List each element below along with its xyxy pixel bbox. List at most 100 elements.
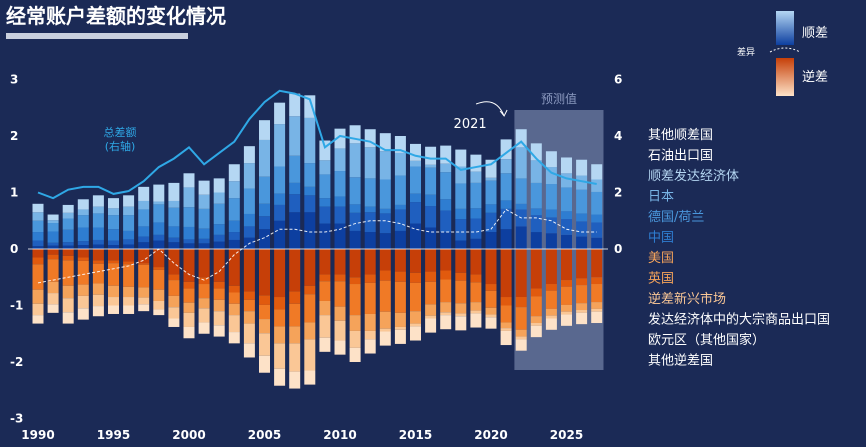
bar-pos-2-2016 — [425, 194, 437, 207]
bar-pos-0-2001 — [198, 243, 210, 249]
x-tick-2015: 2015 — [399, 428, 432, 442]
bar-neg-3-2001 — [198, 298, 210, 309]
bar-neg-4-2001 — [198, 308, 210, 323]
bar-pos-2-2010 — [334, 196, 346, 207]
bar-pos-2-2024 — [545, 209, 557, 218]
bar-neg-0-1997 — [138, 249, 150, 264]
legend-item-8: 逆差新兴市场 — [648, 291, 726, 307]
bar-neg-0-2004 — [243, 249, 255, 292]
bar-neg-5-1997 — [138, 304, 150, 312]
bar-neg-1-2002 — [213, 281, 225, 289]
bar-pos-1-2018 — [455, 219, 467, 241]
bar-pos-5-2006 — [274, 102, 286, 125]
bar-pos-1-2001 — [198, 238, 210, 244]
bar-neg-3-2025 — [561, 304, 572, 312]
bar-pos-3-2015 — [410, 166, 421, 194]
bar-pos-3-2010 — [334, 171, 346, 197]
bar-neg-1-2019 — [470, 274, 482, 283]
bar-pos-2-1997 — [138, 226, 150, 237]
bar-neg-0-2001 — [198, 249, 210, 278]
bar-neg-0-1995 — [108, 249, 119, 261]
bar-pos-4-2012 — [364, 147, 376, 179]
bar-pos-0-2012 — [364, 232, 376, 249]
bar-neg-3-1993 — [77, 284, 89, 296]
bar-pos-4-1992 — [62, 212, 74, 219]
bar-pos-1-1994 — [92, 239, 104, 245]
bar-neg-0-2016 — [425, 249, 437, 272]
bar-pos-2-2017 — [440, 199, 452, 211]
bar-pos-2-2014 — [394, 204, 406, 210]
bar-pos-2-2020 — [485, 204, 497, 213]
bar-pos-2-2022 — [515, 203, 527, 210]
bar-neg-5-1995 — [108, 305, 119, 314]
bar-pos-5-2014 — [394, 136, 406, 153]
bar-neg-1-2016 — [425, 271, 437, 282]
bar-neg-1-2011 — [349, 277, 361, 285]
x-tick-2010: 2010 — [323, 428, 356, 442]
bar-pos-2-2004 — [243, 213, 255, 227]
bar-neg-5-2010 — [334, 340, 346, 355]
legend-deficit-label: 逆差 — [802, 69, 828, 85]
bar-pos-4-2020 — [485, 177, 497, 181]
bar-pos-3-2013 — [379, 179, 391, 209]
bar-neg-3-2017 — [440, 302, 452, 313]
bar-neg-2-2013 — [379, 280, 391, 312]
bar-pos-1-2017 — [440, 210, 452, 233]
bar-neg-0-2023 — [530, 249, 542, 289]
bar-pos-2-2012 — [364, 206, 376, 213]
bar-pos-5-2007 — [289, 93, 301, 117]
bar-neg-1-2003 — [228, 285, 240, 293]
bar-neg-1-2022 — [515, 297, 527, 308]
bar-pos-0-2025 — [561, 234, 572, 249]
bar-neg-4-1991 — [47, 293, 59, 305]
bar-neg-0-2022 — [515, 249, 527, 298]
bar-pos-4-2017 — [440, 163, 452, 173]
bar-neg-0-2024 — [545, 249, 557, 285]
bar-pos-4-1994 — [92, 206, 104, 214]
bar-neg-5-2020 — [485, 317, 497, 329]
bar-neg-2-2003 — [228, 292, 240, 304]
bar-pos-5-2022 — [515, 129, 527, 148]
bar-pos-4-2008 — [304, 117, 316, 164]
bar-pos-0-2014 — [394, 230, 406, 249]
bar-pos-1-1995 — [108, 240, 119, 246]
bar-neg-3-2003 — [228, 303, 240, 316]
bar-pos-1-2002 — [213, 234, 225, 242]
bar-pos-3-2019 — [470, 182, 482, 209]
bar-pos-0-2003 — [228, 239, 240, 249]
bar-pos-2-2019 — [470, 208, 482, 219]
bar-neg-0-2026 — [576, 249, 588, 279]
bar-neg-5-1996 — [123, 305, 135, 314]
bar-neg-4-2018 — [455, 313, 467, 317]
bar-pos-0-2013 — [379, 233, 391, 249]
bar-pos-3-2006 — [274, 166, 286, 194]
bar-pos-4-2001 — [198, 194, 210, 209]
bar-neg-4-2007 — [289, 343, 301, 372]
legend-item-1: 石油出口国 — [648, 149, 713, 164]
bar-pos-1-2010 — [334, 206, 346, 224]
line-layer — [37, 89, 597, 284]
bar-neg-5-2022 — [515, 339, 527, 351]
bar-neg-1-2027 — [591, 277, 603, 285]
bar-pos-0-2010 — [334, 223, 346, 249]
bar-neg-0-1998 — [153, 249, 165, 268]
bar-pos-2-2026 — [576, 213, 588, 222]
bar-neg-1-2021 — [500, 297, 512, 306]
bar-neg-5-1994 — [92, 306, 104, 317]
bar-neg-1-2017 — [440, 270, 452, 280]
bar-pos-1-2019 — [470, 218, 482, 239]
bar-neg-1-2004 — [243, 291, 255, 300]
bar-pos-4-1990 — [32, 212, 44, 221]
bar-neg-5-2004 — [243, 343, 255, 358]
legend-item-3: 日本 — [648, 190, 674, 205]
bar-pos-5-1995 — [108, 198, 119, 209]
bar-neg-2-1992 — [62, 260, 74, 286]
bar-neg-5-2005 — [259, 355, 270, 373]
bar-pos-4-2013 — [379, 151, 391, 180]
bar-neg-2-2021 — [500, 305, 512, 323]
bar-neg-1-1995 — [108, 260, 119, 264]
bar-neg-2-2017 — [440, 279, 452, 303]
legend-item-7: 英国 — [648, 272, 674, 287]
bar-neg-1-1996 — [123, 261, 135, 265]
legend-diff-label: 差异 — [737, 46, 755, 58]
